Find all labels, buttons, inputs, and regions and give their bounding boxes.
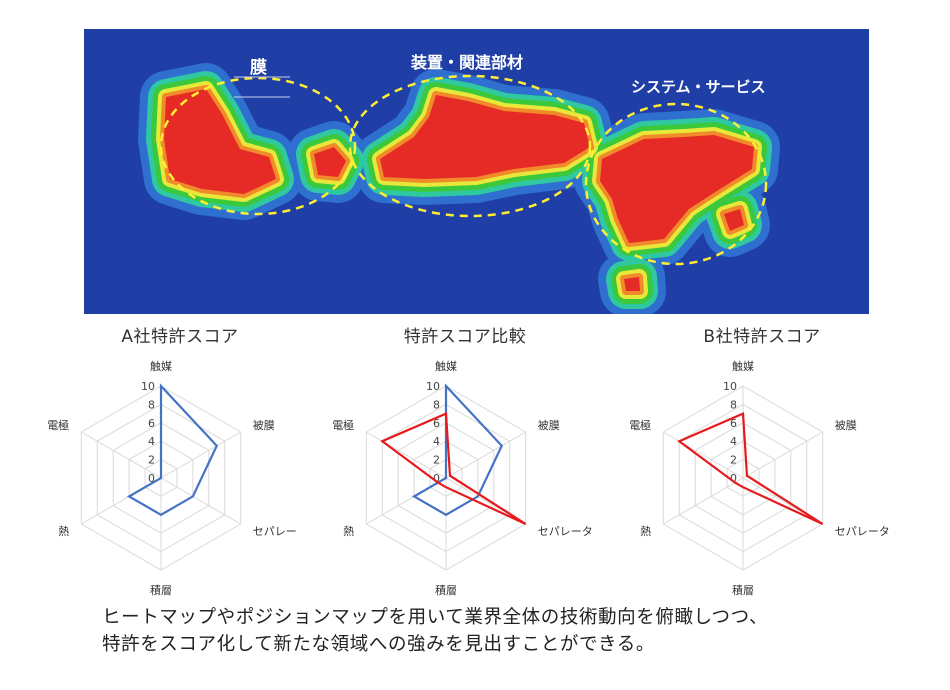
radar-tick-label: 2 [148, 454, 155, 467]
radar-tick-label: 0 [433, 472, 440, 485]
radar-spoke [366, 431, 447, 479]
radar-axis-label: 積層 [150, 583, 172, 597]
radar-axis-label: 電極 [629, 418, 651, 432]
radar-title-company-b: B社特許スコア [703, 327, 821, 347]
technology-heatmap: 膜 装置・関連部材 システム・サービス [84, 29, 869, 314]
radar-axis-label: 熱 [58, 525, 69, 538]
radar-spoke [160, 477, 241, 525]
radar-tick-label: 4 [433, 435, 440, 448]
heatmap-blobs [138, 63, 780, 314]
radar-tick-label: 8 [730, 398, 737, 411]
caption-line-2: 特許をスコア化して新たな領域への強みを見出すことができる。 [102, 634, 655, 655]
radar-axis-label: 熱 [343, 525, 354, 538]
caption: ヒートマップやポジションマップを用いて業界全体の技術動向を俯瞰しつつ、 特許をス… [102, 604, 902, 658]
radar-tick-label: 4 [730, 435, 737, 448]
radar-tick-label: 10 [141, 380, 155, 393]
radar-tick-label: 2 [730, 454, 737, 467]
radar-spoke [160, 431, 241, 479]
cluster-ellipse-membrane [159, 76, 357, 216]
radar-axis-label: 被膜 [835, 419, 857, 432]
radar-axis-label: セパレータ [538, 525, 593, 538]
radar-tick-label: 6 [148, 417, 155, 430]
radar-axis-label: 被膜 [538, 419, 560, 432]
radar-series-line-1 [380, 411, 527, 525]
radar-axis-label: セパレータ [835, 525, 890, 538]
radar-title-comparison: 特許スコア比較 [403, 327, 527, 347]
radar-axis-label: 電極 [332, 418, 354, 432]
heat-blob-system-dot-layer-5 [624, 277, 640, 291]
cluster-label-equipment: 装置・関連部材 [410, 53, 523, 72]
radar-axis-label: 触媒 [435, 359, 457, 373]
heat-blob-equipment-layer-5 [380, 95, 590, 179]
radar-title-company-a: A社特許スコア [121, 327, 239, 347]
cluster-label-system: システム・サービス [631, 78, 766, 96]
radar-tick-label: 6 [433, 417, 440, 430]
radar-axis-label: 触媒 [732, 359, 754, 373]
heat-blob-membrane-layer-5 [164, 89, 276, 194]
radar-spoke [663, 477, 744, 525]
radar-tick-label: 8 [433, 398, 440, 411]
heat-blob-membrane-small-layer-5 [314, 147, 346, 177]
heatmap-ellipses [159, 74, 768, 266]
radar-axis-label: 被膜 [253, 419, 275, 432]
radar-axis-label: 積層 [732, 583, 754, 597]
radar-tick-label: 4 [148, 435, 155, 448]
radar-chart-company-a: A社特許スコア 0 2 4 6 8 10 触媒被膜セパレー積層 熱 電極 [30, 322, 330, 602]
radar-axis-label: 触媒 [150, 359, 172, 373]
radar-tick-label: 6 [730, 417, 737, 430]
radar-tick-label: 10 [426, 380, 440, 393]
cluster-ellipse-system [584, 102, 768, 266]
radar-series-line-0 [126, 383, 219, 517]
heat-blob-system-small-layer-5 [724, 209, 744, 231]
radar-tick-label: 2 [433, 454, 440, 467]
radar-tick-label: 0 [148, 472, 155, 485]
radar-spoke [663, 431, 744, 479]
radar-tick-label: 0 [730, 472, 737, 485]
radar-chart-company-b: B社特許スコア 0 2 4 6 8 10 触媒被膜セパレータ積層 熱 電極 [612, 322, 912, 602]
cluster-label-membrane: 膜 [250, 57, 267, 78]
radar-spoke [445, 431, 526, 479]
radar-chart-comparison: 特許スコア比較 0 2 4 6 8 10 触媒被膜セパレータ積層 熱 電極 [315, 322, 615, 602]
radar-spoke [81, 431, 162, 479]
radar-axis-label: 積層 [435, 583, 457, 597]
radar-spoke [742, 431, 823, 479]
radar-tick-label: 10 [723, 380, 737, 393]
caption-line-1: ヒートマップやポジションマップを用いて業界全体の技術動向を俯瞰しつつ、 [102, 607, 769, 628]
radar-axis-label: 電極 [47, 418, 69, 432]
radar-axis-label: セパレー [253, 525, 297, 538]
cluster-ellipse-equipment [348, 74, 592, 218]
radar-series-line-0 [677, 411, 824, 525]
radar-tick-label: 8 [148, 398, 155, 411]
heat-blob-system-layer-5 [600, 135, 754, 243]
radar-axis-label: 熱 [640, 525, 651, 538]
radar-series-line-0 [411, 383, 504, 517]
